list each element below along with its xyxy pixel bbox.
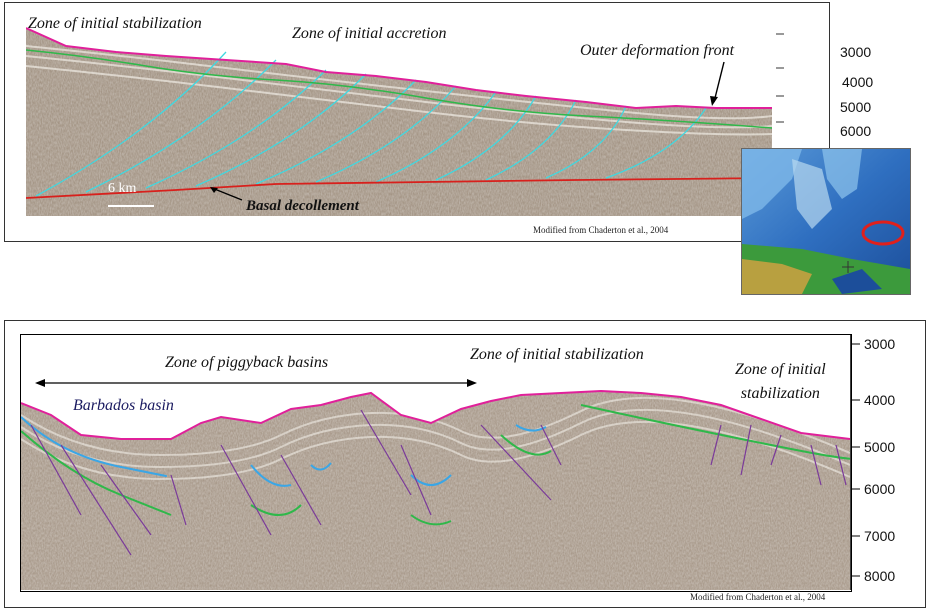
normal-fault — [170, 474, 187, 526]
bottom-blue-horizons — [21, 416, 547, 487]
thrust-fault — [485, 99, 577, 181]
deformation-front-arrow — [713, 61, 725, 103]
thrust-fault — [375, 91, 497, 183]
location-ellipse — [861, 220, 905, 246]
label-initial-accretion: Zone of initial accretion — [292, 25, 447, 42]
label-basal-decollement: Basal decollement — [246, 198, 359, 214]
label-barbados-basin: Barbados basin — [73, 397, 174, 414]
top-credit: Modified from Chaderton et al., 2004 — [533, 225, 669, 235]
normal-fault — [100, 464, 152, 536]
thrust-fault — [605, 107, 707, 179]
normal-fault — [710, 424, 722, 466]
normal-fault — [360, 409, 412, 496]
top-seismic-profile — [26, 27, 772, 216]
top-green-horizon — [26, 49, 772, 129]
bottom-depth-3000: 3000 — [864, 336, 896, 352]
thrust-fault — [35, 51, 227, 197]
normal-fault — [480, 424, 552, 501]
thrust-fault — [315, 85, 457, 183]
bottom-seafloor-line — [21, 389, 850, 440]
normal-fault — [770, 434, 782, 466]
location-inset-map — [741, 148, 911, 295]
normal-fault — [810, 444, 822, 486]
label-piggyback-basins: Zone of piggyback basins — [165, 354, 329, 371]
top-depth-4000: 4000 — [842, 74, 874, 90]
label-top-stabilization: Zone of initial stabilization — [28, 15, 202, 32]
normal-fault — [540, 424, 562, 466]
normal-fault — [220, 444, 272, 536]
bottom-depth-5000: 5000 — [864, 439, 896, 455]
bottom-seismic-profile — [21, 379, 850, 590]
thrust-fault — [145, 69, 327, 189]
decollement-arrow — [211, 187, 243, 201]
bottom-depth-4000: 4000 — [864, 392, 896, 408]
top-depth-3000: 3000 — [840, 44, 872, 60]
normal-fault — [280, 454, 322, 526]
bottom-faults — [30, 409, 847, 556]
bottom-green-horizons — [21, 404, 850, 526]
basal-decollement-line — [26, 177, 772, 199]
label-right-stabilization: Zone of initial stabilization — [735, 361, 826, 402]
normal-fault — [400, 444, 432, 516]
bottom-depth-7000: 7000 — [864, 528, 896, 544]
thrust-fault — [435, 95, 537, 181]
bottom-depth-axis — [850, 334, 860, 590]
bottom-depth-8000: 8000 — [864, 568, 896, 584]
label-mid-stabilization: Zone of initial stabilization — [470, 346, 644, 363]
label-scale: 6 km — [108, 181, 137, 196]
top-depth-axis — [776, 33, 784, 123]
bottom-credit: Modified from Chaderton et al., 2004 — [690, 592, 826, 602]
normal-fault — [30, 424, 82, 516]
thrust-fault — [545, 105, 627, 179]
normal-fault — [60, 444, 132, 556]
normal-fault — [740, 424, 752, 476]
normal-fault — [835, 444, 847, 486]
bottom-depth-6000: 6000 — [864, 481, 896, 497]
top-depth-6000: 6000 — [840, 123, 872, 139]
label-deformation-front: Outer deformation front — [580, 42, 735, 59]
thrust-fault — [195, 73, 367, 187]
top-depth-5000: 5000 — [840, 99, 872, 115]
top-seafloor-line — [26, 27, 772, 110]
